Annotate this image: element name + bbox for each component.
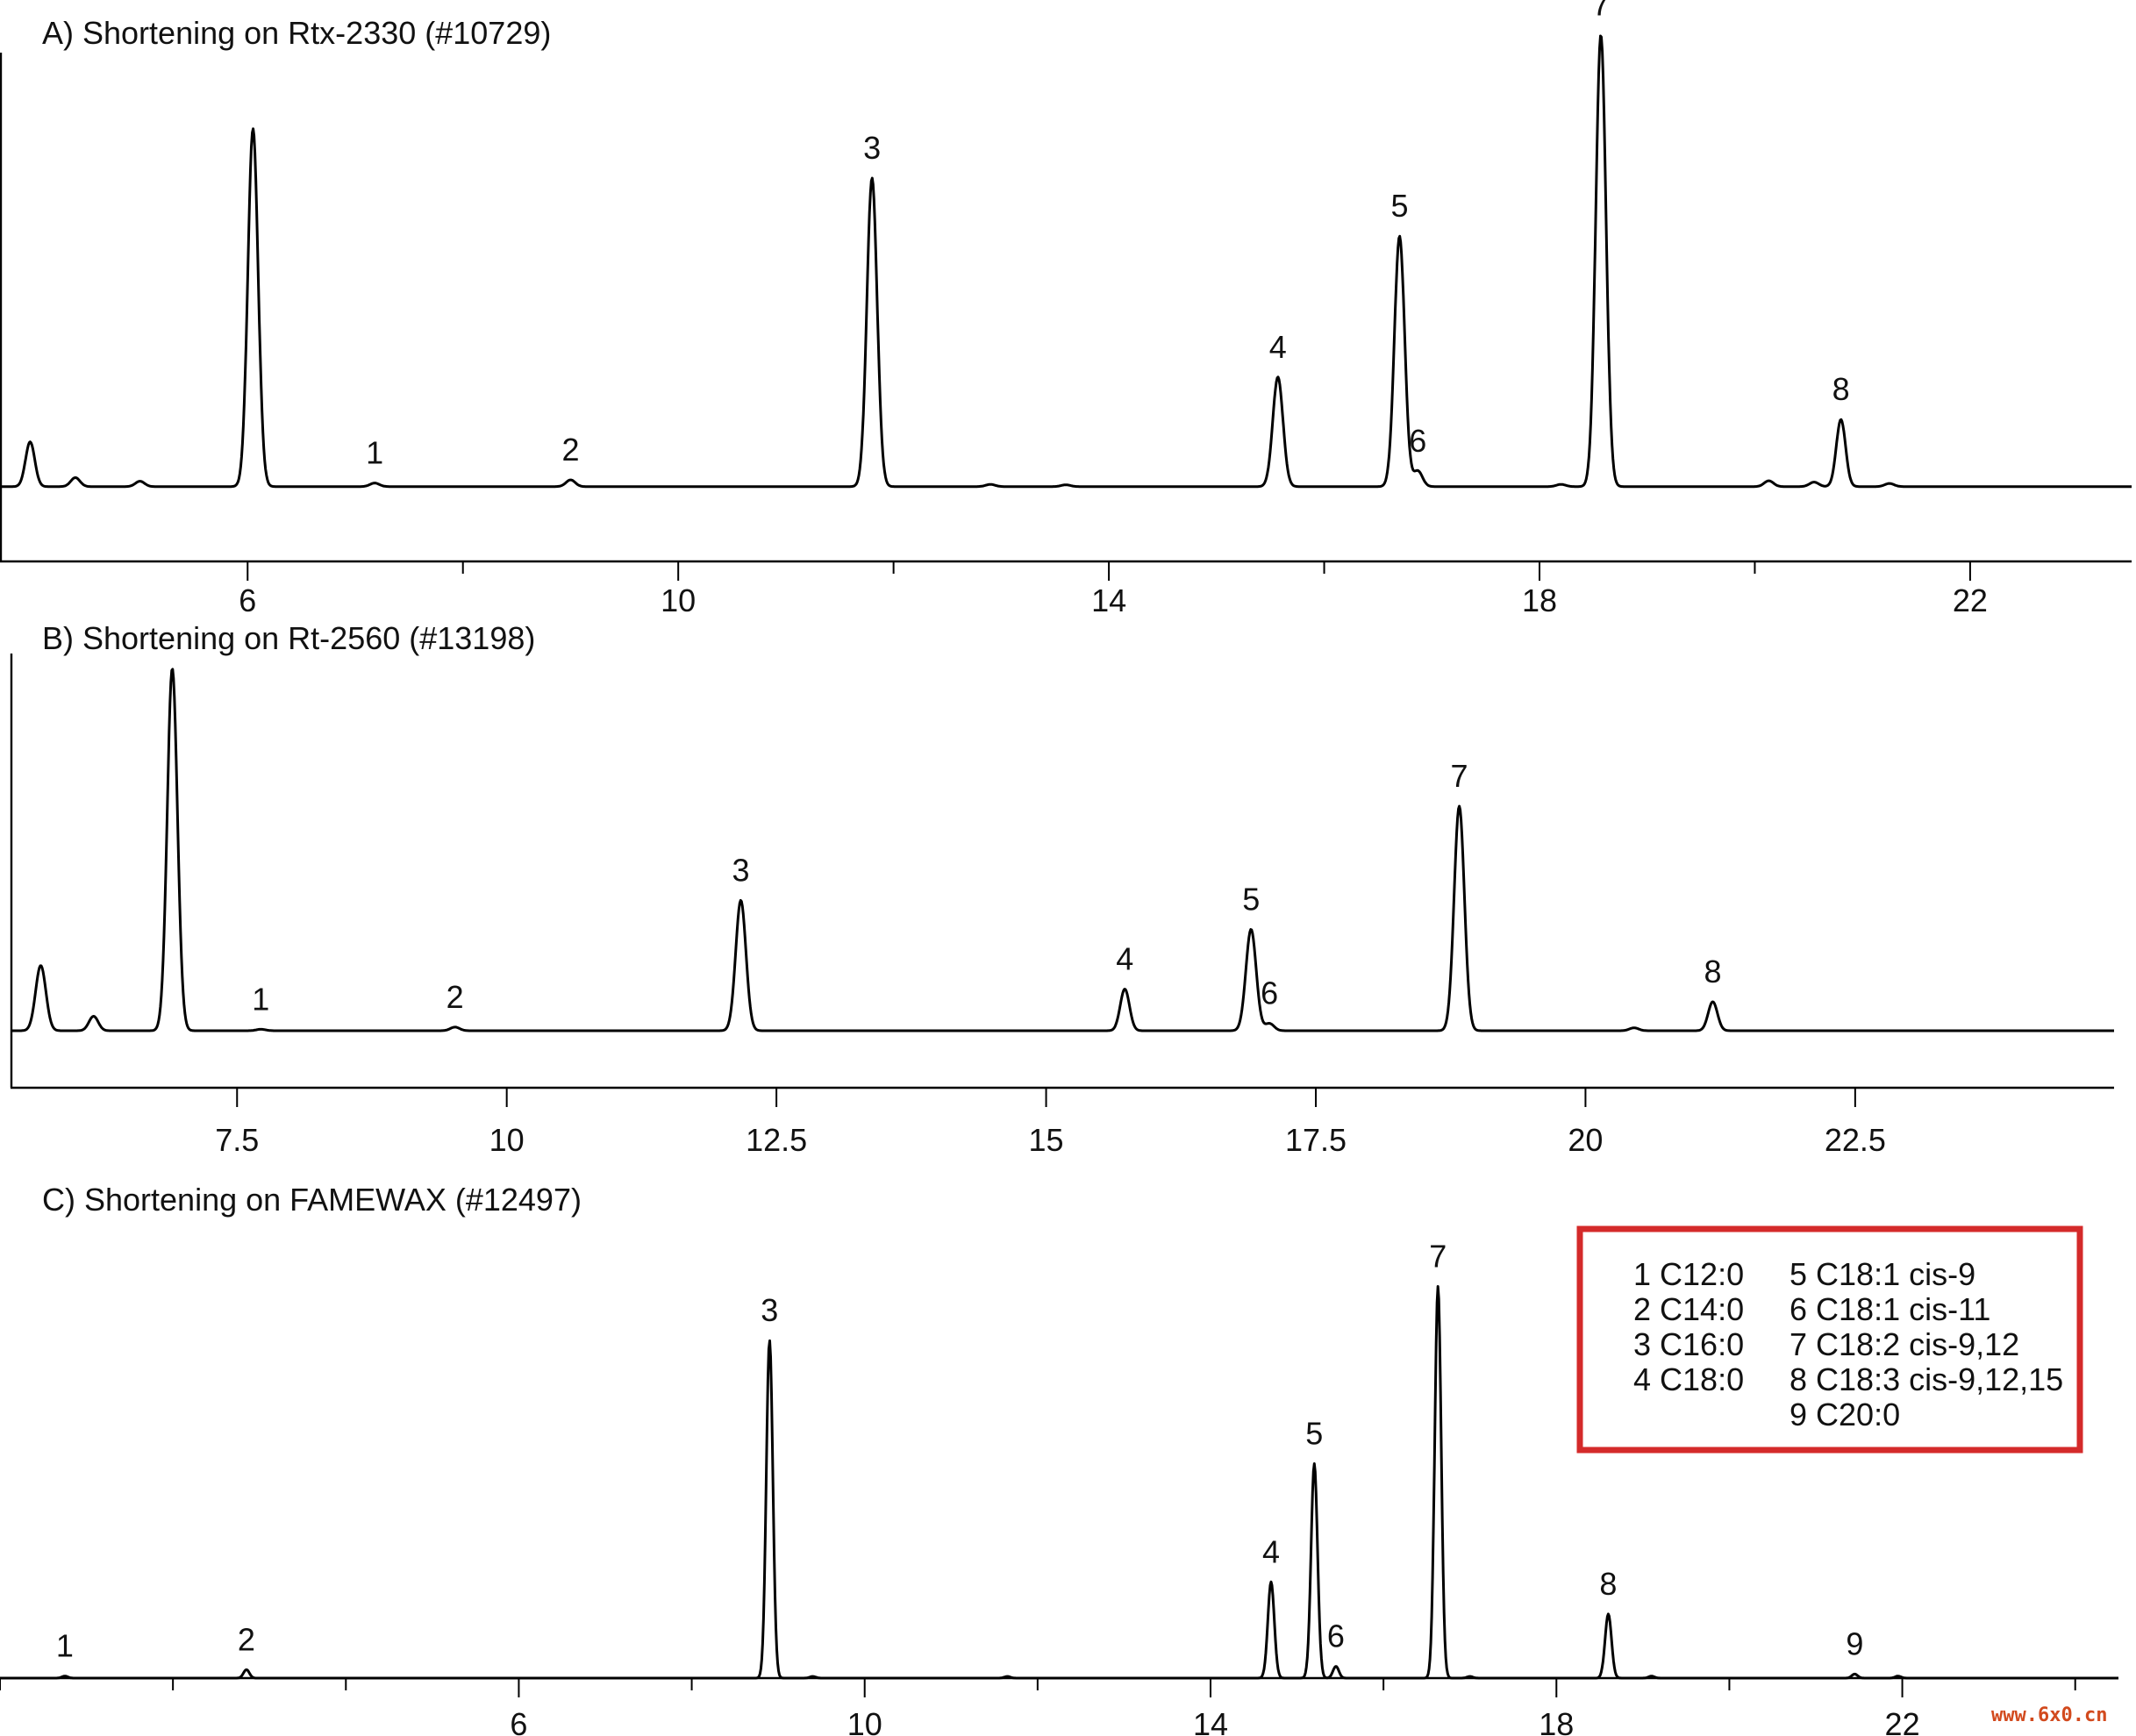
panel-title: B) Shortening on Rt-2560 (#13198): [42, 620, 535, 656]
peak-label: 4: [1269, 329, 1287, 365]
peak-label: 6: [1261, 975, 1278, 1011]
peak-label: 2: [446, 979, 464, 1015]
peak-label: 2: [561, 432, 579, 468]
x-tick-label: 22.5: [1825, 1122, 1886, 1158]
legend-entry: 4 C18:0: [1633, 1361, 1744, 1397]
peak-label: 5: [1390, 188, 1408, 224]
panel-title: C) Shortening on FAMEWAX (#12497): [42, 1182, 582, 1218]
x-tick-label: 22: [1885, 1706, 1920, 1736]
legend-box: [1576, 1225, 2083, 1454]
chromatogram-panel: C) Shortening on FAMEWAX (#12497)6 10 14 18…: [0, 1182, 2119, 1736]
peak-label: 7: [1429, 1238, 1447, 1274]
chromatogram-trace: [0, 1285, 2119, 1680]
legend-entry: 3 C16:0: [1633, 1326, 1744, 1362]
peak-label: 7: [1592, 0, 1610, 23]
legend-entry: 2 C14:0: [1633, 1291, 1744, 1327]
chromatogram-trace: [0, 34, 2132, 489]
peak-label: 7: [1451, 758, 1468, 794]
legend-entry: 5 C18:1 cis-9: [1790, 1256, 1975, 1292]
chromatogram-panel: A) Shortening on Rtx-2330 (#10729)6 10 14 1…: [0, 0, 2132, 618]
peak-label: 1: [252, 981, 269, 1017]
x-tick-label: 14: [1193, 1706, 1228, 1736]
x-tick-label: 22: [1953, 582, 1988, 618]
peak-label: 2: [238, 1621, 255, 1657]
chromatogram-panel: B) Shortening on Rt-2560 (#13198)7.5 10 12…: [10, 620, 2115, 1158]
peak-label: 4: [1262, 1533, 1280, 1569]
x-tick-label: 10: [847, 1706, 882, 1736]
peak-label: 8: [1704, 954, 1722, 989]
x-tick-label: 15: [1029, 1122, 1064, 1158]
peak-legend: 1 C12:02 C14:03 C16:04 C18:0 5 C18:1 cis-…: [1576, 1225, 2083, 1454]
peak-label: 1: [366, 435, 383, 471]
x-tick-label: 6: [239, 582, 256, 618]
chromatogram-trace: [10, 668, 2115, 1032]
peak-label: 9: [1846, 1625, 1863, 1661]
legend-entry: 8 C18:3 cis-9,12,15: [1790, 1361, 2063, 1397]
x-tick-label: 10: [489, 1122, 525, 1158]
peak-label: 6: [1409, 423, 1426, 459]
x-tick-label: 17.5: [1285, 1122, 1347, 1158]
peak-label: 3: [732, 852, 750, 888]
peak-label: 5: [1305, 1416, 1323, 1452]
peak-label: 3: [761, 1292, 778, 1328]
peak-label: 4: [1116, 941, 1133, 977]
peak-label: 5: [1242, 881, 1260, 917]
x-tick-label: 18: [1522, 582, 1557, 618]
x-tick-label: 12.5: [746, 1122, 807, 1158]
peak-label: 8: [1599, 1566, 1617, 1602]
x-tick-label: 20: [1568, 1122, 1603, 1158]
peak-label: 8: [1832, 371, 1850, 407]
peak-label: 1: [56, 1628, 74, 1664]
legend-entry: 6 C18:1 cis-11: [1790, 1291, 1990, 1327]
legend-entry: 7 C18:2 cis-9,12: [1790, 1326, 2019, 1362]
legend-entry: 9 C20:0: [1790, 1397, 1900, 1432]
legend-entry: 1 C12:0: [1633, 1256, 1744, 1292]
x-tick-label: 6: [510, 1706, 527, 1736]
x-tick-label: 7.5: [215, 1122, 259, 1158]
peak-label: 3: [863, 130, 881, 166]
x-tick-label: 10: [661, 582, 696, 618]
watermark: www.6x0.cn: [1991, 1704, 2107, 1726]
peak-label: 6: [1327, 1618, 1345, 1654]
x-tick-label: 18: [1539, 1706, 1574, 1736]
x-tick-label: 14: [1091, 582, 1126, 618]
panel-title: A) Shortening on Rtx-2330 (#10729): [42, 15, 551, 51]
